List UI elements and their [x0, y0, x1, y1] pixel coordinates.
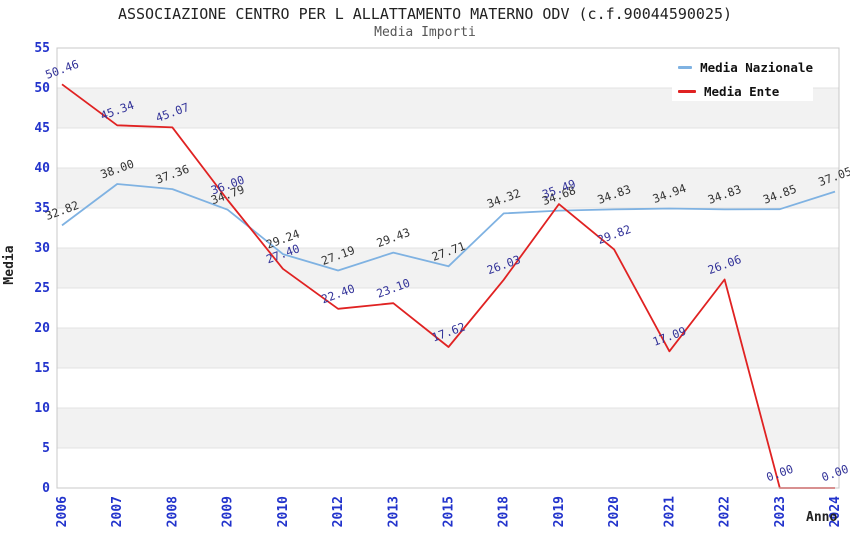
legend-item-media-nazionale: Media Nazionale — [672, 60, 813, 75]
legend-item-media-ente: Media Ente — [672, 84, 813, 99]
x-tick-label: 2012 — [331, 496, 346, 527]
x-tick-label: 2024 — [828, 496, 843, 527]
y-tick-label: 35 — [34, 201, 50, 216]
legend-swatch-media-nazionale-icon — [678, 65, 693, 69]
x-tick-label: 2022 — [718, 496, 733, 527]
data-label-media-ente: 0.00 — [820, 462, 850, 485]
series-line-media-ente — [61, 83, 835, 489]
grid-band — [57, 168, 839, 208]
y-tick-label: 40 — [34, 161, 50, 176]
y-tick-label: 5 — [42, 441, 50, 456]
y-tick-label: 30 — [34, 241, 50, 256]
x-tick-label: 2008 — [165, 496, 180, 527]
series-line-media-nazionale — [61, 183, 836, 272]
x-tick-label: 2021 — [662, 496, 677, 527]
x-tick-label: 2019 — [552, 496, 567, 527]
legend-swatch-media-ente-icon — [678, 89, 696, 93]
data-label-media-nazionale: 29.43 — [375, 225, 412, 250]
x-tick-label: 2009 — [221, 496, 236, 527]
x-tick-label: 2007 — [110, 496, 125, 527]
x-tick-label: 2018 — [497, 496, 512, 527]
grid-band — [57, 408, 839, 448]
y-tick-label: 25 — [34, 281, 50, 296]
data-label-media-ente: 29.82 — [595, 222, 632, 247]
x-axis-title: Anno — [806, 510, 838, 525]
data-label-media-ente: 50.46 — [43, 57, 80, 82]
x-tick-label: 2010 — [276, 496, 291, 527]
x-tick-label: 2015 — [442, 496, 457, 527]
y-tick-label: 20 — [34, 321, 50, 336]
chart-title: ASSOCIAZIONE CENTRO PER L ALLATTAMENTO M… — [117, 5, 733, 23]
y-tick-label: 0 — [42, 481, 50, 496]
legend-label-media-ente: Media Ente — [704, 83, 780, 99]
chart-subtitle: Media Importi — [374, 25, 476, 40]
legend: Media Nazionale Media Ente — [672, 57, 813, 101]
x-tick-label: 2020 — [607, 496, 622, 527]
grid-band — [57, 248, 839, 288]
y-tick-label: 15 — [34, 361, 50, 376]
x-tick-label: 2023 — [773, 496, 788, 527]
y-axis-title: Media — [2, 245, 17, 285]
x-tick-label: 2013 — [386, 496, 401, 527]
y-tick-label: 45 — [34, 121, 50, 136]
legend-label-media-nazionale: Media Nazionale — [700, 59, 813, 75]
y-tick-label: 10 — [34, 401, 50, 416]
x-tick-label: 2006 — [55, 496, 70, 527]
grid-band — [57, 328, 839, 368]
y-tick-label: 50 — [34, 81, 50, 96]
data-label-media-ente: 0.00 — [764, 462, 795, 485]
plot-border — [56, 47, 840, 489]
y-tick-label: 55 — [34, 41, 50, 56]
